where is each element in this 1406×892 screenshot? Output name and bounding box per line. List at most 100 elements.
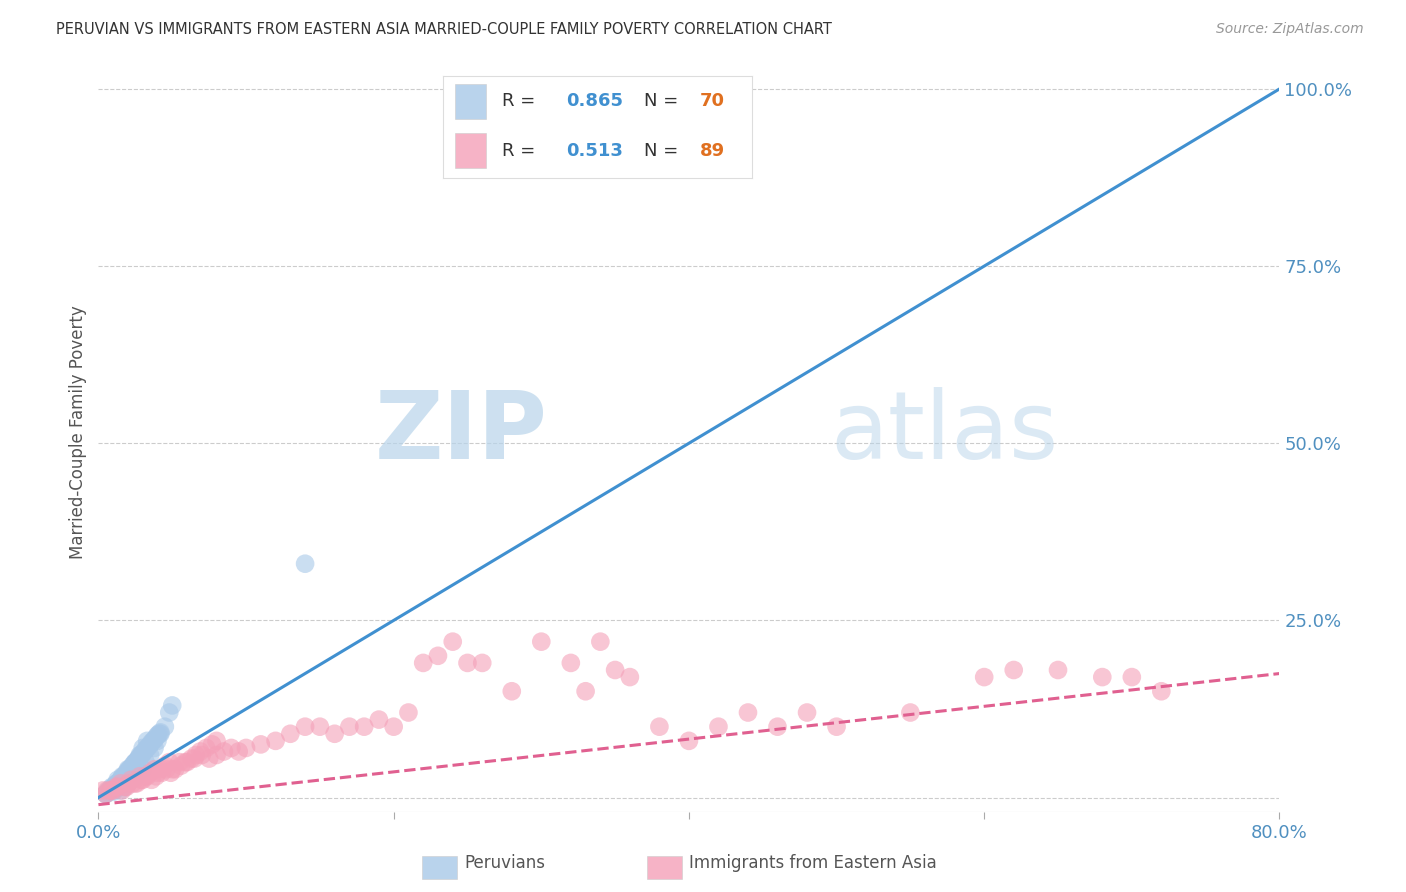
Point [111,771,134,785]
Point [278,727,302,741]
Point [105,782,128,797]
Point [98,783,121,797]
Point [103,780,125,794]
Point [94,787,117,801]
Point [184,747,207,762]
Point [149,725,172,739]
Point [141,772,163,787]
Point [132,741,155,756]
Point [110,783,132,797]
Point [264,734,287,748]
Point [678,734,700,748]
Point [94,787,117,801]
Point [825,720,848,734]
Point [198,751,221,765]
Point [648,720,671,734]
Point [111,769,134,783]
Point [149,727,172,741]
Point [141,735,163,749]
Point [135,769,157,783]
Point [100,783,122,797]
Point [183,751,205,765]
Point [157,755,180,769]
Point [128,747,150,762]
Point [105,780,128,794]
Point [107,780,129,794]
Point [132,772,155,787]
Point [1357,82,1379,96]
Point [162,698,183,713]
Point [973,670,995,684]
Point [235,741,257,756]
Point [900,706,922,720]
Text: R =: R = [502,93,534,111]
Point [159,765,181,780]
Text: 70: 70 [700,93,724,111]
Point [180,751,202,765]
Point [766,720,789,734]
Text: N =: N = [644,93,678,111]
Point [115,780,138,794]
Point [139,765,162,780]
Point [188,744,211,758]
Point [117,762,139,776]
Point [441,634,464,648]
Point [1091,670,1114,684]
Point [146,765,169,780]
Point [294,720,316,734]
Point [114,768,136,782]
Point [136,734,159,748]
Text: 0.513: 0.513 [567,142,623,160]
Point [589,634,612,648]
Point [1150,684,1173,698]
Point [205,734,228,748]
Point [139,747,162,762]
Point [110,772,132,787]
Text: Peruvians: Peruvians [464,855,546,872]
Point [339,720,360,734]
Point [530,634,553,648]
Point [121,776,143,790]
Point [796,706,818,720]
Point [170,758,193,772]
Point [128,749,150,764]
Point [619,670,641,684]
Point [191,747,214,762]
Point [107,776,129,790]
Point [560,656,582,670]
Point [174,755,197,769]
Point [250,738,273,752]
FancyBboxPatch shape [456,133,486,168]
Point [117,764,139,778]
Point [100,780,122,794]
Point [149,762,172,776]
Point [228,744,250,758]
Point [143,741,166,756]
Point [121,765,143,780]
Text: ZIP: ZIP [374,386,547,479]
Point [132,762,155,776]
Point [605,663,627,677]
Point [150,765,173,780]
Point [309,720,332,734]
Point [138,739,160,754]
Point [146,728,169,742]
Point [129,747,152,762]
Point [110,776,132,790]
Point [143,732,166,747]
Point [104,780,127,794]
Point [110,776,132,790]
Point [121,758,143,772]
Point [471,656,494,670]
Point [205,747,228,762]
Point [117,776,139,790]
Point [129,772,152,787]
Point [107,772,129,787]
Point [135,742,157,756]
Point [105,778,128,792]
Text: PERUVIAN VS IMMIGRANTS FROM EASTERN ASIA MARRIED-COUPLE FAMILY POVERTY CORRELATI: PERUVIAN VS IMMIGRANTS FROM EASTERN ASIA… [56,22,832,37]
Point [219,741,242,756]
Point [124,755,146,769]
Text: 0.865: 0.865 [567,93,624,111]
Point [135,755,157,769]
